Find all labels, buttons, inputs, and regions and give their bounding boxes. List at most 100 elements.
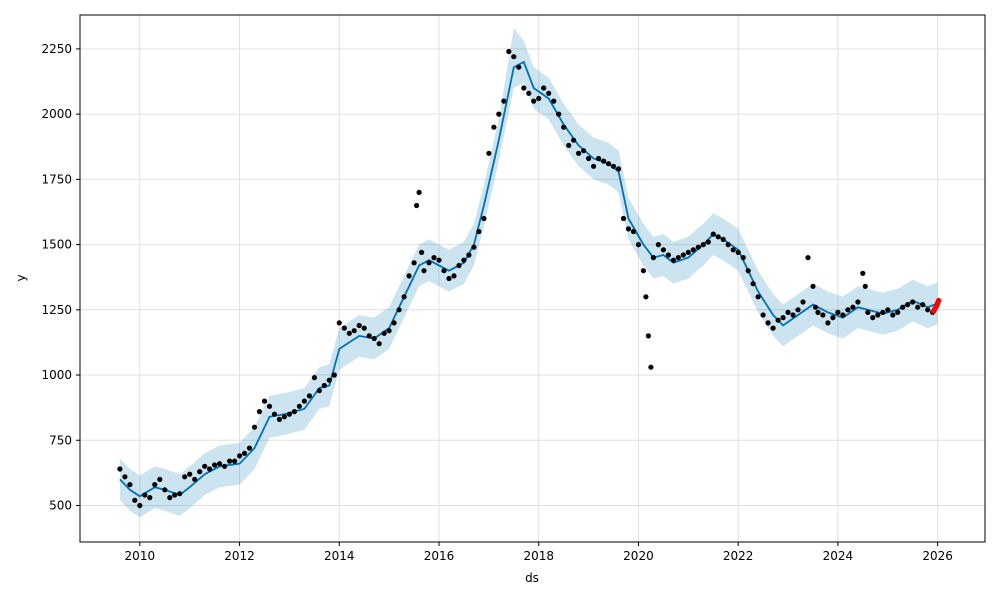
observed-point — [715, 234, 721, 240]
observed-point — [411, 260, 417, 266]
observed-point — [526, 90, 532, 96]
x-tick-label: 2026 — [922, 549, 953, 563]
observed-point — [511, 54, 517, 60]
observed-point — [695, 244, 701, 250]
observed-point — [147, 495, 153, 501]
observed-point — [920, 302, 926, 308]
observed-point — [765, 320, 771, 326]
observed-point — [785, 309, 791, 315]
observed-point — [256, 409, 263, 415]
observed-point — [396, 307, 402, 313]
observed-point — [351, 328, 357, 334]
observed-point — [516, 64, 522, 70]
x-tick-label: 2016 — [424, 549, 455, 563]
observed-point — [421, 268, 427, 274]
observed-point — [745, 268, 751, 274]
observed-point — [207, 466, 213, 472]
x-axis-label: ds — [525, 571, 539, 585]
observed-point — [556, 111, 562, 117]
observed-point — [605, 161, 612, 167]
observed-point — [451, 273, 457, 279]
observed-point — [401, 294, 407, 300]
observed-point — [476, 228, 482, 235]
observed-point — [122, 474, 128, 480]
observed-point — [436, 257, 442, 263]
observed-point — [675, 255, 681, 261]
observed-point — [157, 476, 163, 482]
observed-point — [566, 142, 572, 148]
observed-point — [431, 255, 437, 261]
observed-point — [648, 364, 654, 370]
observed-point — [630, 228, 637, 235]
observed-point — [740, 255, 746, 261]
observed-point — [755, 294, 761, 300]
x-axis-ticks: 2010 2012 2014 2016 2018 2020 2022 2024 2026 — [125, 542, 953, 563]
y-tick-label: 1250 — [41, 303, 72, 317]
observed-point — [705, 239, 711, 245]
observed-point — [177, 491, 183, 497]
observed-point — [291, 409, 297, 415]
observed-point — [860, 270, 866, 276]
observed-point — [885, 307, 891, 313]
observed-point — [232, 458, 238, 464]
observed-point — [197, 469, 203, 475]
observed-point — [576, 150, 582, 156]
y-tick-label: 750 — [49, 433, 72, 447]
observed-point — [162, 487, 168, 493]
observed-point — [461, 257, 467, 263]
observed-point — [142, 492, 148, 498]
observed-point — [481, 215, 487, 222]
observed-point — [446, 275, 452, 282]
observed-point — [386, 328, 392, 334]
observed-point — [261, 398, 268, 404]
new-point — [935, 297, 942, 304]
observed-points-layer — [117, 48, 936, 509]
observed-point — [381, 330, 387, 336]
observed-point — [521, 85, 527, 91]
new-points-layer — [930, 297, 942, 314]
observed-point — [710, 231, 716, 237]
observed-point — [222, 463, 228, 469]
observed-point — [795, 307, 801, 313]
y-tick-label: 2000 — [41, 107, 72, 121]
observed-point — [212, 462, 218, 468]
observed-point — [690, 247, 696, 253]
observed-point — [132, 497, 138, 503]
observed-point — [850, 304, 856, 310]
observed-point — [371, 335, 377, 342]
observed-point — [900, 304, 906, 310]
observed-point — [830, 315, 836, 321]
observed-point — [167, 495, 173, 501]
uncertainty-band-layer — [119, 28, 938, 518]
observed-point — [306, 393, 312, 399]
observed-point — [820, 312, 826, 318]
observed-point — [730, 247, 736, 253]
observed-point — [366, 333, 372, 339]
plot-area-frame — [79, 14, 986, 543]
observed-point — [341, 325, 347, 331]
observed-point — [376, 341, 382, 347]
y-axis-ticks: 500 750 1000 1250 1500 1750 2000 2250 — [41, 42, 80, 512]
observed-point — [855, 299, 861, 305]
observed-point — [655, 242, 662, 248]
observed-point — [496, 111, 502, 117]
observed-point — [890, 312, 896, 318]
observed-point — [685, 249, 691, 255]
observed-point — [276, 416, 282, 422]
observed-point — [346, 330, 352, 336]
observed-point — [800, 299, 806, 305]
uncertainty-band — [119, 28, 938, 518]
observed-point — [725, 242, 731, 248]
observed-point — [546, 90, 552, 96]
observed-point — [301, 398, 307, 404]
x-tick-label: 2022 — [723, 549, 754, 563]
observed-point — [137, 502, 143, 509]
observed-point — [790, 312, 796, 318]
observed-point — [835, 309, 841, 315]
observed-point — [426, 260, 432, 266]
observed-point — [910, 299, 916, 305]
observed-point — [536, 95, 542, 102]
observed-point — [750, 281, 756, 287]
